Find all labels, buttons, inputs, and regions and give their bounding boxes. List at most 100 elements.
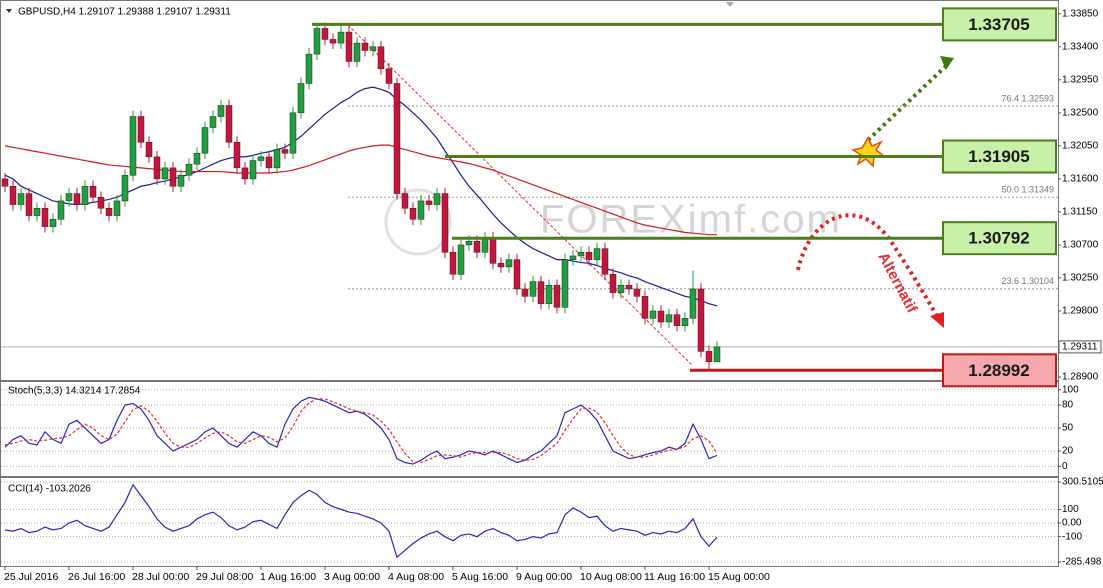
candle-body	[185, 163, 193, 176]
level-box	[942, 353, 1057, 388]
candle-body	[97, 196, 105, 209]
candle-body	[273, 149, 281, 169]
last-price-label: 1.29311	[1062, 342, 1098, 353]
candle-body	[233, 141, 241, 169]
candle-body	[305, 53, 313, 84]
chart-title: GBPUSD,H4 1.29107 1.29388 1.29107 1.2931…	[18, 7, 231, 18]
y-tick-label: 1.32050	[1062, 141, 1099, 152]
candle-body	[681, 318, 689, 326]
candle-body	[257, 156, 265, 161]
level-label: 1.30792	[968, 229, 1029, 248]
panel-title: Stoch(5,3,3) 14.3214 17.2854	[8, 386, 141, 397]
candle-body	[137, 116, 145, 143]
watermark: FOREXimf.com	[540, 198, 842, 242]
y-tick-label: 1.31600	[1062, 174, 1099, 185]
fib-label: 76.4 1.32593	[1001, 93, 1054, 103]
y-tick-label: 1.31150	[1062, 207, 1098, 218]
candle-body	[425, 200, 433, 205]
series-line	[4, 483, 718, 559]
candle-body	[177, 174, 185, 187]
stoch-panel	[0, 381, 1059, 477]
level-box	[942, 221, 1057, 256]
level-label: 1.28992	[968, 361, 1029, 380]
candle-body	[689, 288, 697, 319]
candle-body	[1, 178, 9, 187]
y-tick-label: 0	[1062, 461, 1068, 472]
candle-body	[321, 28, 329, 40]
y-tick-label: 1.32950	[1062, 74, 1099, 85]
fib-label: 23.6 1.30104	[1001, 276, 1054, 286]
cci-panel	[0, 477, 1059, 567]
x-tick-label: 28 Jul 00:00	[132, 571, 189, 583]
candle-body	[641, 296, 649, 319]
arrow-up	[866, 62, 950, 142]
x-tick-label: 5 Aug 16:00	[452, 571, 508, 583]
candle-body	[609, 274, 617, 293]
series-line	[4, 398, 718, 464]
candle-body	[89, 185, 97, 198]
candle-body	[513, 259, 521, 290]
x-tick-label: 1 Aug 16:00	[260, 571, 316, 583]
candle-body	[33, 207, 41, 216]
candle-body	[153, 156, 161, 180]
y-tick-label: 1.29800	[1062, 306, 1099, 317]
candle-body	[569, 255, 577, 260]
candle-body	[169, 167, 177, 187]
y-tick-label: 100	[1062, 384, 1079, 395]
y-tick-label: 20	[1062, 446, 1074, 457]
menu-triangle	[6, 9, 12, 13]
candle-body	[465, 241, 473, 246]
candle-body	[649, 310, 657, 319]
candle-body	[561, 259, 569, 308]
y-tick-label: 0.00	[1062, 518, 1082, 529]
candle-body	[57, 200, 65, 220]
x-tick-label: 11 Aug 16:00	[644, 571, 705, 583]
candle-body	[697, 288, 705, 352]
candle-body	[545, 285, 553, 304]
y-tick-label: 1.33850	[1062, 8, 1099, 19]
candle-body	[313, 28, 321, 55]
candle-body	[401, 193, 409, 209]
candle-body	[329, 39, 337, 44]
arrow-alt-head	[930, 312, 944, 328]
candle-body	[705, 351, 713, 363]
y-tick-label: 50	[1062, 423, 1074, 434]
candle-body	[529, 281, 537, 297]
fib-trend-line	[347, 24, 694, 367]
x-tick-label: 15 Aug 00:00	[708, 571, 770, 583]
candle-body	[49, 219, 57, 227]
watermark-logo	[384, 188, 452, 256]
candle-body	[577, 252, 585, 257]
y-tick-label: 80	[1062, 400, 1074, 411]
candle-body	[161, 167, 169, 180]
candle-body	[289, 112, 297, 154]
candle-body	[665, 314, 673, 323]
candle-body	[209, 116, 217, 128]
candle-body	[617, 285, 625, 293]
candle-body	[25, 193, 33, 216]
y-tick-label: 1.33400	[1062, 41, 1099, 52]
candle-body	[377, 46, 385, 70]
candle-body	[441, 193, 449, 253]
candle-body	[265, 156, 273, 169]
series-line	[4, 144, 717, 236]
y-tick-label: 100	[1062, 504, 1079, 515]
candle-body	[201, 127, 209, 154]
candle-body	[193, 152, 201, 165]
candle-body	[225, 105, 233, 143]
candle-body	[105, 207, 113, 216]
arrow-up-head	[940, 56, 954, 70]
candle-body	[337, 31, 345, 44]
candle-body	[393, 83, 401, 194]
candle-body	[145, 141, 153, 158]
candle-body	[217, 105, 225, 117]
fib-label: 50.0 1.31349	[1001, 185, 1054, 195]
candle-body	[449, 252, 457, 275]
main-panel	[0, 0, 1059, 381]
series-line	[4, 396, 718, 465]
y-tick-label: -285.498	[1062, 557, 1102, 568]
candle-body	[361, 42, 369, 51]
candle-body	[505, 259, 513, 268]
